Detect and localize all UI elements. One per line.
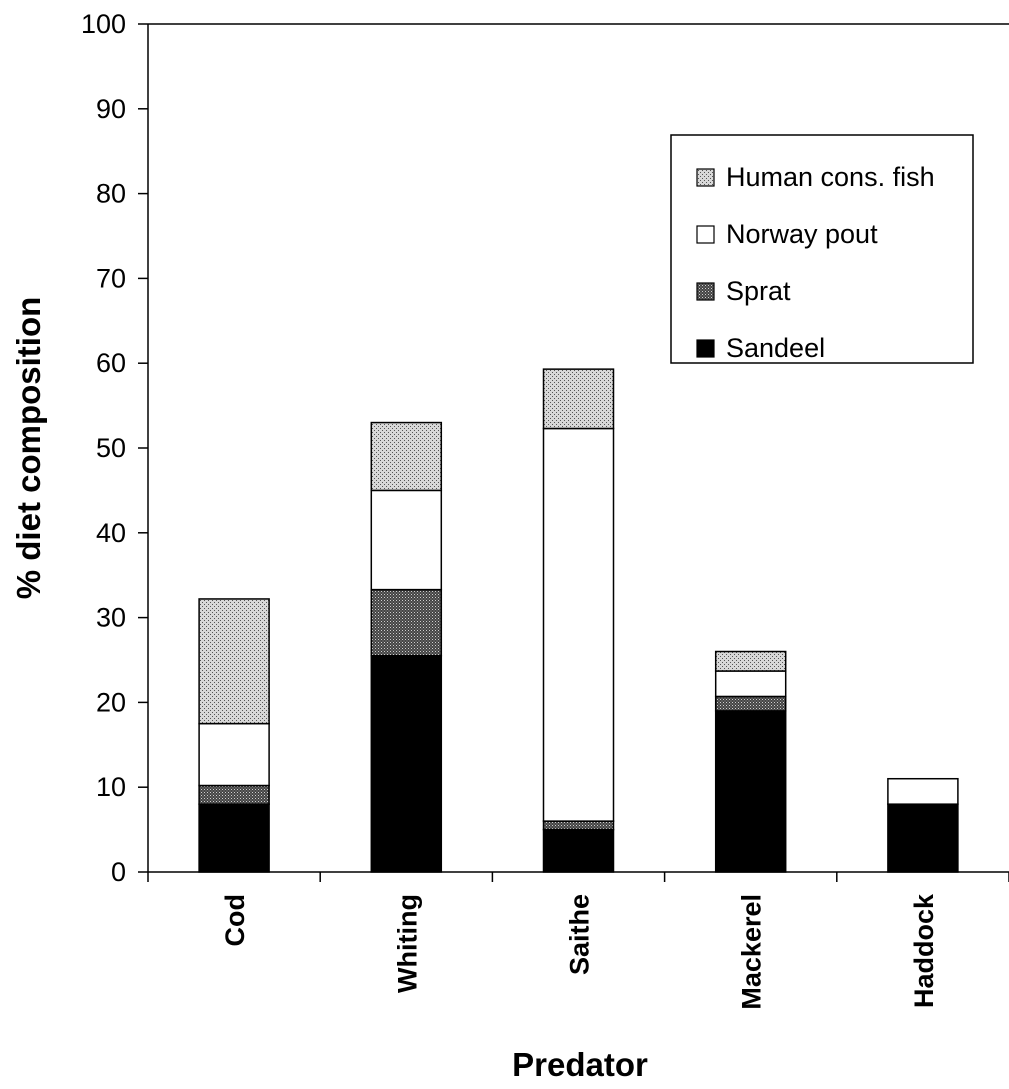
x-category-label-saithe: Saithe [565,894,595,975]
x-category-label-cod: Cod [220,894,250,946]
legend-label-norway-pout: Norway pout [726,219,878,249]
x-categories-layer: Cod Whiting Saithe Mackerel Haddock [147,872,1009,1010]
y-tick-label-80: 80 [96,179,126,209]
y-tick-label-60: 60 [96,348,126,378]
legend-box [670,134,974,364]
y-tick-label-30: 30 [96,603,126,633]
y-tick-label-0: 0 [111,857,126,887]
legend-label-human-cons-fish: Human cons. fish [726,162,935,192]
x-category-label-haddock: Haddock [909,893,939,1008]
y-tick-label-100: 100 [81,9,126,39]
y-tick-label-40: 40 [96,518,126,548]
bars-layer [198,368,959,873]
bar-segment-saithe-sprat [542,820,615,831]
bar-segment-haddock-sandeel [887,803,959,873]
y-ticks-layer: 0 10 20 30 40 50 60 70 80 90 100 [81,9,148,887]
x-category-label-mackerel: Mackerel [737,894,767,1010]
bar-segment-mackerel-sandeel [714,710,787,873]
bar-segment-mackerel-norway-pout [714,670,787,698]
y-tick-label-90: 90 [96,94,126,124]
x-category-label-whiting: Whiting [392,894,422,993]
legend-swatch-norway-pout [696,225,715,244]
legend: Human cons. fish Norway pout Sprat Sandeel [670,134,974,364]
y-tick-label-10: 10 [96,772,126,802]
bar-segment-haddock-norway-pout [887,777,959,805]
bar-segment-cod-human-cons-fish [198,598,270,725]
bar-segment-whiting-norway-pout [370,489,443,591]
bar-segment-saithe-human-cons-fish [542,368,615,430]
bar-segment-whiting-sprat [370,588,443,657]
y-tick-label-70: 70 [96,263,126,293]
legend-swatch-sandeel [696,339,715,358]
bar-segment-cod-sandeel [198,803,270,873]
bar-segment-saithe-norway-pout [542,427,615,822]
legend-swatch-human-cons-fish [696,168,715,187]
bar-segment-mackerel-human-cons-fish [714,650,787,672]
y-tick-label-20: 20 [96,687,126,717]
y-tick-label-50: 50 [96,433,126,463]
y-axis-title: % diet composition [10,297,47,600]
bar-segment-cod-norway-pout [198,722,270,787]
bar-segment-cod-sprat [198,784,270,805]
bar-segment-saithe-sandeel [542,828,615,873]
x-axis-title: Predator [512,1046,648,1083]
legend-swatch-sprat [696,282,715,301]
legend-label-sandeel: Sandeel [726,333,825,363]
bar-segment-mackerel-sprat [714,695,787,712]
bar-segment-whiting-sandeel [370,655,443,873]
legend-label-sprat: Sprat [726,276,791,306]
bar-segment-whiting-human-cons-fish [370,421,443,492]
